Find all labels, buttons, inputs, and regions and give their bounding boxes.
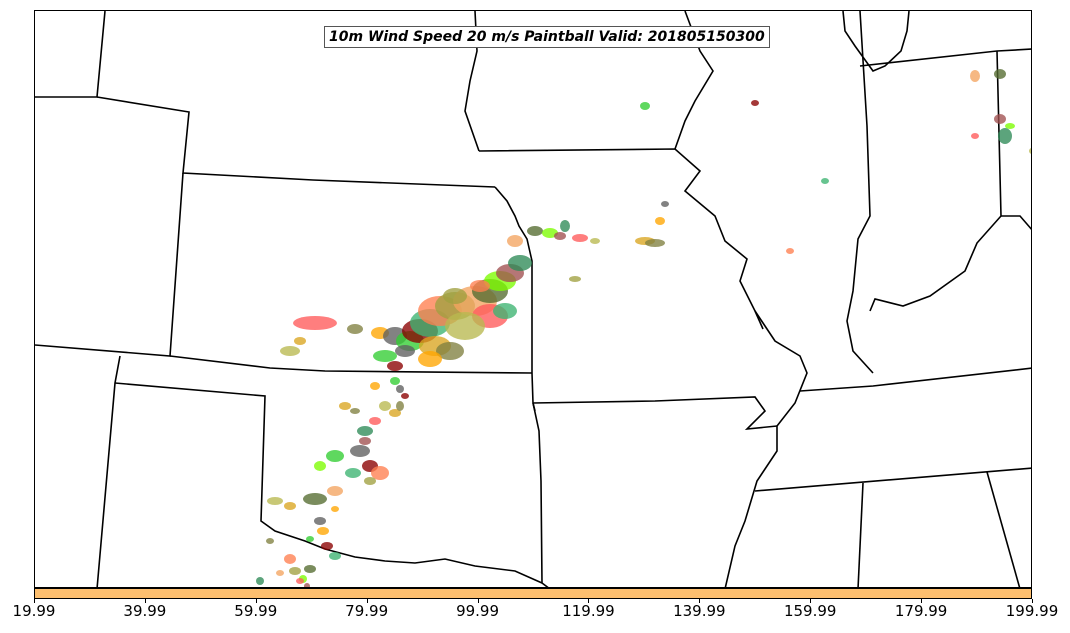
paintball-blob [326, 450, 344, 462]
paintball-blob [280, 346, 300, 356]
paintball-blob [387, 361, 403, 371]
paintball-blob [357, 426, 373, 436]
paintball-blob [304, 583, 310, 587]
state-border [35, 11, 106, 98]
colorbar-tick-mark [477, 599, 479, 603]
paintball-blob [661, 201, 669, 207]
paintball-blob [655, 217, 665, 225]
paintball-blob [970, 70, 980, 82]
paintball-blob [284, 554, 296, 564]
paintball-blob [284, 502, 296, 510]
colorbar-tick-label: 99.99 [456, 602, 500, 620]
paintball-blob [345, 468, 361, 478]
colorbar-tick-label: 79.99 [345, 602, 389, 620]
paintball-blob [994, 69, 1006, 79]
paintball-blob [572, 234, 588, 242]
paintball-blob [971, 133, 979, 139]
paintball-blob [994, 114, 1006, 124]
paintball-blob [293, 316, 337, 330]
paintball-blob [347, 324, 363, 334]
colorbar-tick-mark [366, 599, 368, 603]
paintball-blob [256, 577, 264, 585]
paintball-blob [470, 280, 490, 292]
colorbar-tick-label: 139.99 [673, 602, 726, 620]
paintball-blob [314, 517, 326, 525]
paintball-blob [560, 220, 570, 232]
paintball-blob [395, 345, 415, 357]
colorbar-tick-label: 179.99 [894, 602, 948, 620]
paintball-blob [821, 178, 829, 184]
map-panel: 10m Wind Speed 20 m/s Paintball Valid: 2… [34, 10, 1032, 588]
colorbar-tick-mark [921, 599, 923, 603]
paintball-blob [329, 552, 341, 560]
colorbar-tick-mark [699, 599, 701, 603]
map-title: 10m Wind Speed 20 m/s Paintball Valid: 2… [324, 26, 770, 48]
paintball-blob [998, 128, 1012, 144]
paintball-blob [370, 382, 380, 390]
paintball-blob [445, 312, 485, 340]
state-borders [35, 11, 1031, 587]
colorbar-tick-mark [588, 599, 590, 603]
paintball-blob [266, 538, 274, 544]
colorbar-tick-label: 159.99 [783, 602, 837, 620]
paintball-blob [527, 226, 543, 236]
paintball-blob [294, 337, 306, 345]
paintball-blob [640, 102, 650, 110]
paintball-blob [350, 408, 360, 414]
paintball-blob [443, 288, 467, 304]
paintball-blob [289, 567, 301, 575]
paintball-blob [267, 497, 283, 505]
colorbar-tick-label: 19.99 [12, 602, 56, 620]
colorbar-tick-mark [144, 599, 146, 603]
paintball-blob [276, 570, 284, 576]
paintball-blob [396, 385, 404, 393]
paintball-blob [436, 342, 464, 360]
paintball-blob [339, 402, 351, 410]
paintball-blob [751, 100, 759, 106]
paintball-blob [508, 255, 532, 271]
paintball-blob [401, 393, 409, 399]
colorbar [34, 588, 1032, 599]
colorbar-tick-mark [255, 599, 257, 603]
paintball-blob [321, 542, 333, 550]
paintball-blob [369, 417, 381, 425]
paintball-blob [350, 445, 370, 457]
paintball-blob [507, 235, 523, 247]
paintball-blob [373, 350, 397, 362]
paintball-blob [396, 401, 404, 411]
colorbar-tick-mark [810, 599, 812, 603]
paintball-blob [296, 578, 304, 584]
paintball-blob [590, 238, 600, 244]
paintball-blob [569, 276, 581, 282]
colorbar-tick-label: 39.99 [123, 602, 167, 620]
paintball-blob [331, 506, 339, 512]
colorbar-tick-label: 59.99 [234, 602, 278, 620]
paintball-blob [317, 527, 329, 535]
paintball-blob [364, 477, 376, 485]
paintball-blob [786, 248, 794, 254]
paintball-blob [554, 232, 566, 240]
paintball-blob [542, 228, 558, 238]
paintball-blob [389, 409, 401, 417]
paintball-blob [1029, 148, 1031, 154]
paintball-blob [303, 493, 327, 505]
paintball-blob [359, 437, 371, 445]
colorbar-tick-mark [1032, 599, 1033, 603]
paintball-blob [645, 239, 665, 247]
paintball-areas [256, 69, 1031, 587]
paintball-blob [390, 377, 400, 385]
paintball-blob [304, 565, 316, 573]
paintball-blob [418, 351, 442, 367]
colorbar-tick-label: 199.99 [1005, 602, 1059, 620]
paintball-blob [379, 401, 391, 411]
paintball-blob [371, 466, 389, 480]
paintball-blob [1005, 123, 1015, 129]
paintball-blob [493, 303, 517, 319]
colorbar-tick-mark [34, 599, 35, 603]
paintball-blob [306, 536, 314, 542]
map-canvas [35, 11, 1031, 587]
colorbar-tick-label: 119.99 [562, 602, 615, 620]
paintball-blob [327, 486, 343, 496]
paintball-blob [314, 461, 326, 471]
